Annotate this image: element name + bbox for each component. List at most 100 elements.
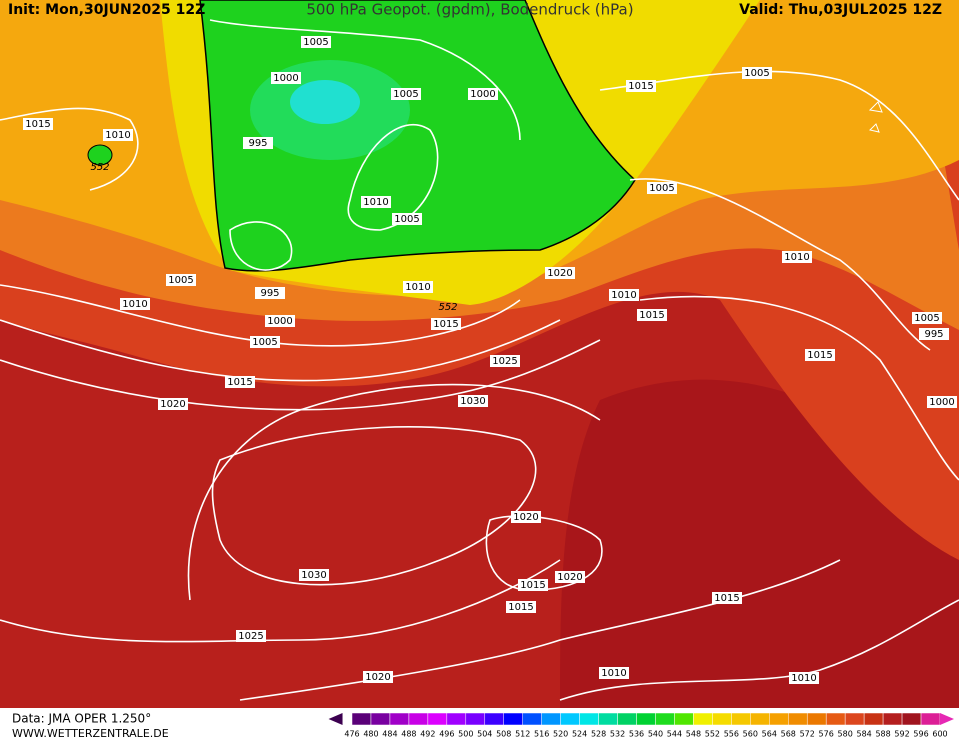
isobar-label: 1020 bbox=[158, 398, 188, 410]
isobar-value: 1000 bbox=[267, 316, 292, 327]
isobar-value: 1010 bbox=[405, 282, 430, 293]
label-box bbox=[545, 267, 575, 279]
colorbar-swatch bbox=[541, 712, 561, 726]
label-box bbox=[637, 309, 667, 321]
isobar-label: 1010 bbox=[403, 281, 433, 293]
isobar-value: 1015 bbox=[807, 350, 832, 361]
colorbar-swatch bbox=[712, 712, 732, 726]
map bbox=[0, 0, 959, 708]
isobar-label: 1010 bbox=[361, 196, 391, 208]
isobar-label: 1005 bbox=[912, 312, 942, 324]
colorbar-label: 600 bbox=[932, 730, 947, 739]
label-box bbox=[391, 88, 421, 100]
colorbar-swatch bbox=[882, 712, 903, 726]
isobar-label: 1000 bbox=[265, 315, 295, 327]
isobar-value: 1025 bbox=[492, 356, 517, 367]
colorbar-label: 528 bbox=[591, 730, 606, 739]
isobar-value: 1005 bbox=[303, 37, 328, 48]
isobar-value: 1005 bbox=[252, 337, 277, 348]
colorbar-label: 476 bbox=[344, 730, 359, 739]
colorbar-swatch bbox=[617, 712, 637, 726]
isobar-label: 1005 bbox=[301, 36, 331, 48]
colorbar-label: 536 bbox=[629, 730, 644, 739]
isobar-label: 1020 bbox=[545, 267, 575, 279]
label-box bbox=[626, 80, 656, 92]
colorbar-swatch bbox=[844, 712, 865, 726]
isobar-value: 1010 bbox=[363, 197, 388, 208]
colorbar-label: 516 bbox=[534, 730, 549, 739]
label-box bbox=[789, 672, 819, 684]
colorbar-swatch bbox=[484, 712, 504, 726]
isobar-label: 1005 bbox=[742, 67, 772, 79]
init-time: Init: Mon,30JUN2025 12Z bbox=[8, 2, 205, 18]
colorbar-swatch bbox=[636, 712, 656, 726]
isobar-value: 1000 bbox=[273, 73, 298, 84]
colorbar-label: 552 bbox=[705, 730, 720, 739]
colorbar-label: 584 bbox=[856, 730, 871, 739]
colorbar-label: 480 bbox=[363, 730, 378, 739]
label-box bbox=[712, 592, 742, 604]
isobar-label: 1000 bbox=[271, 72, 301, 84]
label-box bbox=[431, 318, 461, 330]
isobar-value: 1020 bbox=[365, 672, 390, 683]
isobar-label: 995 bbox=[919, 328, 949, 340]
colorbar-swatch bbox=[655, 712, 675, 726]
colorbar-swatch bbox=[863, 712, 884, 726]
colorbar-label: 512 bbox=[515, 730, 530, 739]
label-box bbox=[458, 395, 488, 407]
colorbar-label: 524 bbox=[572, 730, 587, 739]
label-box bbox=[361, 196, 391, 208]
isobar-label: 1005 bbox=[647, 182, 677, 194]
label-box bbox=[927, 396, 957, 408]
label-box bbox=[301, 36, 331, 48]
isobar-label: 1005 bbox=[391, 88, 421, 100]
isobar-value: 1010 bbox=[122, 299, 147, 310]
colorbar-swatch bbox=[731, 712, 751, 726]
isobar-value: 1005 bbox=[914, 313, 939, 324]
colorbar: 476 480 484 488 492 496 500 504 508 512 516 520 524 5… bbox=[328, 712, 954, 739]
label-box bbox=[392, 213, 422, 225]
colorbar-label: 596 bbox=[913, 730, 928, 739]
isobar-label: 1020 bbox=[555, 571, 585, 583]
label-box bbox=[236, 630, 266, 642]
isobar-value: 1005 bbox=[394, 214, 419, 225]
header: Init: Mon,30JUN2025 12Z 500 hPa Geopot. … bbox=[8, 1, 942, 19]
colorbar-label: 492 bbox=[420, 730, 435, 739]
isobar-value: 1005 bbox=[649, 183, 674, 194]
isobar-value: 995 bbox=[924, 329, 943, 340]
isobar-value: 1005 bbox=[744, 68, 769, 79]
isobar-label: 1000 bbox=[927, 396, 957, 408]
isobar-label: 1020 bbox=[363, 671, 393, 683]
isobar-label: 995 bbox=[255, 287, 285, 299]
label-box bbox=[271, 72, 301, 84]
geopotential-label: 552 bbox=[90, 162, 109, 173]
label-box bbox=[403, 281, 433, 293]
label-box bbox=[782, 251, 812, 263]
label-box bbox=[243, 137, 273, 149]
isobar-label: 1010 bbox=[103, 129, 133, 141]
colorbar-label: 564 bbox=[762, 730, 777, 739]
isobar-value: 1015 bbox=[508, 602, 533, 613]
colorbar-swatch bbox=[522, 712, 542, 726]
isobar-label: 1015 bbox=[637, 309, 667, 321]
colorbar-swatch bbox=[788, 712, 808, 726]
label-box bbox=[363, 671, 393, 683]
colorbar-swatch bbox=[901, 712, 922, 726]
label-box bbox=[599, 667, 629, 679]
isobar-value: 1010 bbox=[601, 668, 626, 679]
label-box bbox=[120, 298, 150, 310]
label-box bbox=[805, 349, 835, 361]
isobar-label: 1015 bbox=[518, 579, 548, 591]
isobar-label: 1005 bbox=[392, 213, 422, 225]
isobar-value: 1015 bbox=[628, 81, 653, 92]
label-box bbox=[609, 289, 639, 301]
colorbar-label: 544 bbox=[667, 730, 682, 739]
isobar-label: 1010 bbox=[599, 667, 629, 679]
label-box bbox=[647, 182, 677, 194]
isobar-value: 1020 bbox=[557, 572, 582, 583]
colorbar-label: 560 bbox=[743, 730, 758, 739]
isobar-value: 1010 bbox=[105, 130, 130, 141]
colorbar-label: 580 bbox=[838, 730, 853, 739]
geopotential-label: 552 bbox=[438, 302, 457, 313]
